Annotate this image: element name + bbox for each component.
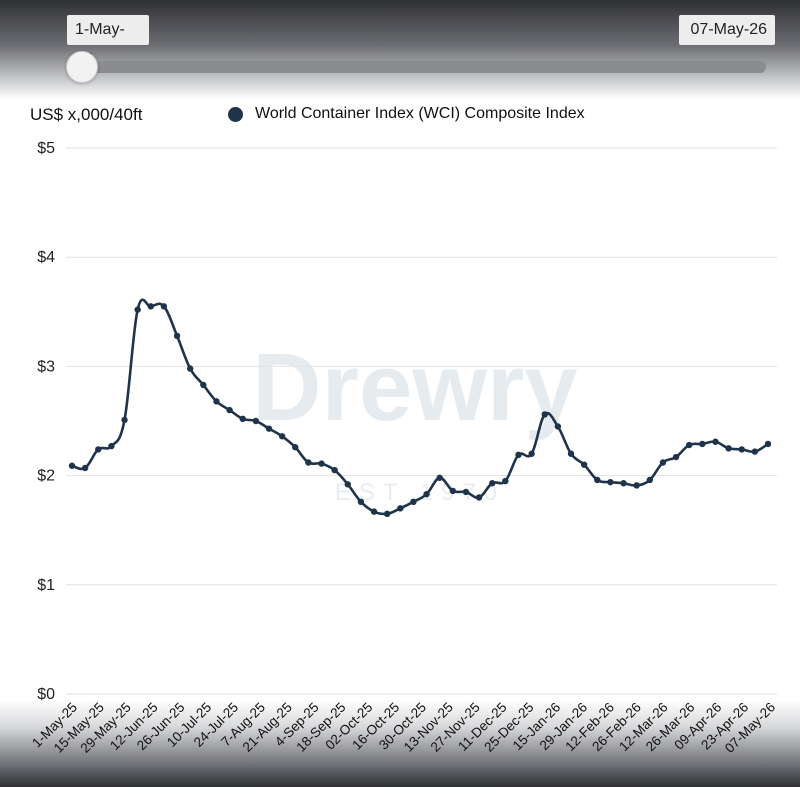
y-tick-label: $1 — [37, 577, 55, 594]
data-point — [528, 450, 535, 457]
data-point — [239, 415, 246, 423]
y-tick-label: $3 — [37, 358, 55, 375]
data-point — [607, 478, 614, 486]
data-point — [265, 425, 273, 432]
date-range-slider-handle[interactable] — [66, 51, 98, 83]
data-point — [423, 490, 430, 498]
data-point — [305, 459, 312, 466]
data-point — [462, 488, 470, 496]
data-point — [397, 505, 404, 512]
x-axis-ticks: 1-May-2515-May-2529-May-2512-Jun-2526-Ju… — [29, 700, 778, 756]
chart-gridlines — [66, 147, 777, 695]
legend-marker-icon — [228, 106, 243, 122]
data-point — [659, 459, 667, 466]
data-point — [712, 438, 719, 445]
data-point — [646, 476, 654, 484]
data-point — [213, 398, 220, 405]
bottom-background-band — [0, 700, 800, 787]
legend-series-label: World Container Index (WCI) Composite In… — [255, 105, 585, 122]
data-point — [515, 451, 522, 459]
data-point — [502, 477, 509, 485]
y-tick-label: $4 — [37, 249, 55, 266]
data-point — [620, 480, 627, 487]
data-point — [357, 498, 365, 506]
y-axis-ticks: $0 $1 $2 $3 $4 $5 — [37, 140, 55, 703]
data-point — [186, 365, 194, 372]
data-point — [292, 444, 299, 451]
data-point — [554, 423, 562, 430]
data-point — [147, 303, 154, 310]
data-point — [594, 476, 601, 484]
wci-series — [68, 298, 772, 518]
data-point — [686, 441, 693, 449]
data-point — [489, 480, 496, 487]
watermark-brand: Drewry — [252, 334, 578, 441]
data-point — [449, 487, 457, 495]
range-end-date: 07-May-26 — [679, 15, 775, 45]
data-point — [95, 446, 102, 453]
data-point — [344, 481, 351, 488]
data-point — [725, 445, 732, 452]
data-point — [68, 462, 76, 469]
data-point — [475, 494, 483, 501]
data-point — [633, 482, 640, 489]
date-range-slider-track[interactable] — [70, 61, 766, 73]
data-point — [580, 461, 588, 468]
data-point — [672, 453, 680, 461]
data-point — [738, 446, 745, 453]
y-tick-label: $0 — [37, 686, 55, 703]
data-point — [370, 508, 378, 515]
data-point — [764, 440, 772, 448]
y-tick-label: $2 — [37, 468, 55, 485]
data-point — [252, 417, 260, 425]
data-point — [200, 381, 207, 389]
data-point — [121, 416, 128, 424]
data-point — [160, 303, 168, 310]
data-point — [436, 474, 443, 481]
data-point — [318, 460, 325, 467]
drewry-watermark: Drewry EST 1970 — [252, 334, 578, 506]
data-point — [699, 440, 706, 448]
data-point — [226, 406, 233, 414]
data-point — [541, 411, 548, 418]
data-point — [278, 433, 286, 440]
data-point — [331, 466, 338, 474]
data-point — [383, 510, 391, 518]
data-point — [134, 306, 141, 313]
data-point — [108, 442, 115, 450]
data-point — [567, 450, 575, 457]
data-point — [81, 464, 89, 472]
data-point — [173, 332, 181, 340]
y-axis-unit-label: US$ x,000/40ft — [30, 105, 143, 124]
data-point — [410, 498, 417, 506]
y-tick-label: $5 — [37, 140, 55, 157]
data-point — [751, 448, 759, 455]
chart-legend[interactable]: World Container Index (WCI) Composite In… — [228, 105, 585, 123]
